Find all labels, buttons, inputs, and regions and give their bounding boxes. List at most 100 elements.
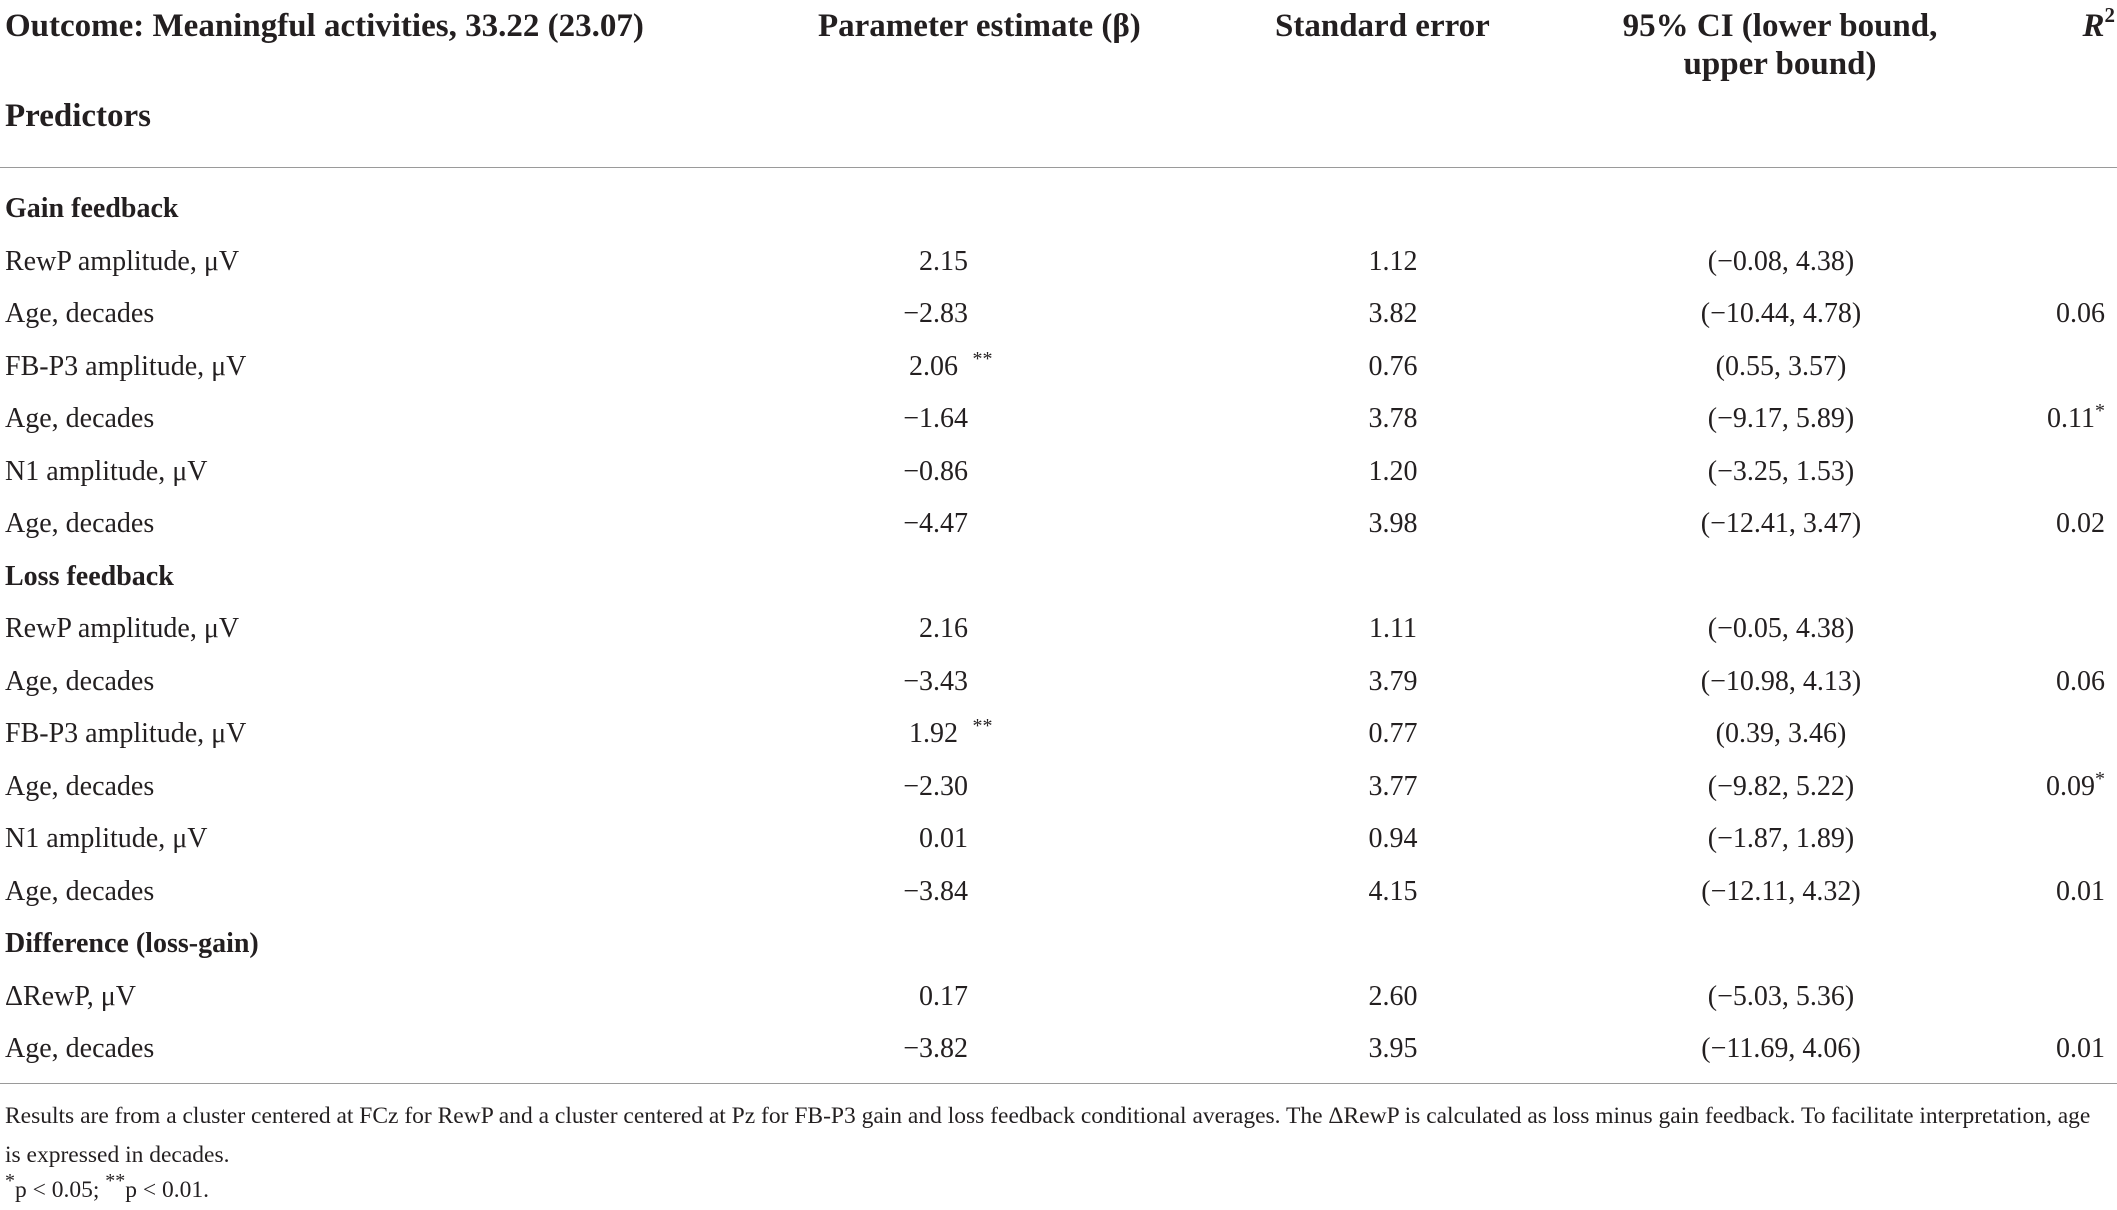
confidence-interval-value: (−10.44, 4.78) — [1700, 298, 1862, 330]
section-label: Loss feedback — [5, 560, 174, 592]
parameter-value: 2.06 — [909, 350, 958, 382]
footer-rule — [0, 1083, 2117, 1084]
confidence-interval-value: (−11.69, 4.06) — [1701, 1033, 1861, 1065]
r-squared-cell: 0.09* — [2046, 767, 2105, 803]
parameter-value: −1.64 — [903, 403, 968, 435]
table-row: N1 amplitude, μV 0.01 0.94 (−1.87, 1.89) — [0, 813, 2117, 866]
table-row: ΔRewP, μV 0.17 2.60 (−5.03, 5.36) — [0, 971, 2117, 1024]
r-squared-significance-mark: * — [2095, 767, 2105, 790]
parameter-value: 0.01 — [919, 823, 968, 855]
standard-error-value: 3.78 — [1368, 403, 1418, 435]
confidence-interval-value: (−9.82, 5.22) — [1707, 770, 1855, 802]
parameter-value: 2.16 — [919, 613, 968, 645]
sig-mark-double: ** — [105, 1170, 126, 1192]
parameter-value: −2.30 — [903, 770, 968, 802]
parameter-value: −0.86 — [903, 455, 968, 487]
predictor-label: Age, decades — [5, 298, 155, 330]
table-row: N1 amplitude, μV −0.86 1.20 (−3.25, 1.53) — [0, 446, 2117, 499]
parameter-value: 1.92 — [909, 718, 958, 750]
section-label: Difference (loss-gain) — [5, 928, 259, 960]
section-header-row: Difference (loss-gain) — [0, 918, 2117, 971]
standard-error-value: 3.82 — [1368, 298, 1418, 330]
section-header-row: Gain feedback — [0, 183, 2117, 236]
header-rule — [0, 167, 2117, 168]
predictor-label: Age, decades — [5, 665, 155, 697]
predictor-label: Age, decades — [5, 508, 155, 540]
header-r-squared: R2 — [2082, 5, 2115, 45]
predictor-label: RewP amplitude, μV — [5, 613, 240, 645]
standard-error-value: 3.95 — [1368, 1033, 1418, 1065]
section-label: Gain feedback — [5, 193, 179, 225]
section-header-row: Loss feedback — [0, 551, 2117, 604]
header-outcome: Outcome: Meaningful activities, 33.22 (2… — [5, 8, 644, 44]
confidence-interval-value: (−0.08, 4.38) — [1707, 245, 1855, 277]
table-row: Age, decades −1.64 3.78 (−9.17, 5.89) 0.11* — [0, 393, 2117, 446]
r-squared-value: 0.11 — [2047, 403, 2095, 435]
r-squared-value: 0.01 — [2056, 1033, 2105, 1065]
confidence-interval-value: (−3.25, 1.53) — [1707, 455, 1855, 487]
predictor-label: Age, decades — [5, 403, 155, 435]
confidence-interval-value: (−12.11, 4.32) — [1701, 875, 1861, 907]
confidence-interval-value: (−12.41, 3.47) — [1700, 508, 1862, 540]
confidence-interval-value: (−0.05, 4.38) — [1707, 613, 1855, 645]
header-confidence-interval: 95% CI (lower bound, upper bound) — [1622, 8, 1938, 82]
standard-error-value: 1.11 — [1369, 613, 1417, 645]
footnote-significance: *p < 0.05; **p < 0.01. — [5, 1171, 2110, 1210]
header-standard-error: Standard error — [1275, 8, 1490, 44]
table-body: Gain feedback RewP amplitude, μV 2.15 1.12 (… — [0, 183, 2117, 1076]
parameter-value: −3.84 — [903, 875, 968, 907]
standard-error-value: 4.15 — [1368, 875, 1418, 907]
parameter-value: 2.15 — [919, 245, 968, 277]
parameter-value: 0.17 — [919, 980, 968, 1012]
predictor-label: FB-P3 amplitude, μV — [5, 718, 247, 750]
r-squared-value: 0.06 — [2056, 298, 2105, 330]
table-row: Age, decades −3.43 3.79 (−10.98, 4.13) 0.06 — [0, 656, 2117, 709]
parameter-value: −4.47 — [903, 508, 968, 540]
sig-mark-single: * — [5, 1170, 15, 1192]
parameter-value: −3.43 — [903, 665, 968, 697]
r-squared-value: 0.06 — [2056, 665, 2105, 697]
table-row: Age, decades −2.30 3.77 (−9.82, 5.22) 0.09* — [0, 761, 2117, 814]
standard-error-value: 0.94 — [1368, 823, 1418, 855]
confidence-interval-value: (0.39, 3.46) — [1715, 718, 1847, 750]
r-squared-value: 0.09 — [2046, 770, 2095, 802]
standard-error-value: 1.12 — [1368, 245, 1418, 277]
header-parameter-estimate: Parameter estimate (β) — [818, 8, 1141, 44]
footnote-text: Results are from a cluster centered at F… — [5, 1103, 2091, 1168]
confidence-interval-value: (−1.87, 1.89) — [1707, 823, 1855, 855]
parameter-value: −3.82 — [903, 1033, 968, 1065]
predictor-label: N1 amplitude, μV — [5, 823, 208, 855]
predictor-label: FB-P3 amplitude, μV — [5, 350, 247, 382]
predictor-label: Age, decades — [5, 875, 155, 907]
standard-error-value: 3.77 — [1368, 770, 1418, 802]
r-squared-cell: 0.11* — [2047, 400, 2105, 435]
standard-error-value: 0.77 — [1368, 718, 1418, 750]
standard-error-value: 2.60 — [1368, 980, 1418, 1012]
r-squared-cell: 0.01 — [2056, 876, 2105, 908]
r-squared-cell: 0.06 — [2056, 666, 2105, 698]
header-predictors: Predictors — [5, 98, 152, 134]
sig-text-single: p < 0.05; — [15, 1177, 106, 1203]
r-squared-value: 0.02 — [2056, 508, 2105, 540]
predictor-label: Age, decades — [5, 1033, 155, 1065]
confidence-interval-value: (−10.98, 4.13) — [1700, 665, 1862, 697]
parameter-value: −2.83 — [903, 298, 968, 330]
r-squared-cell: 0.01 — [2056, 1033, 2105, 1065]
table-row: Age, decades −3.82 3.95 (−11.69, 4.06) 0.01 — [0, 1023, 2117, 1076]
standard-error-value: 3.79 — [1368, 665, 1418, 697]
table-row: RewP amplitude, μV 2.16 1.11 (−0.05, 4.38) — [0, 603, 2117, 656]
table-row: Age, decades −4.47 3.98 (−12.41, 3.47) 0.02 — [0, 498, 2117, 551]
table-row: FB-P3 amplitude, μV 2.06 ** 0.76 (0.55, 3.57… — [5, 347, 1847, 382]
predictor-label: N1 amplitude, μV — [5, 455, 208, 487]
sig-text-double: p < 0.01. — [125, 1177, 210, 1203]
table-row: RewP amplitude, μV 2.15 1.12 (−0.08, 4.38) — [0, 236, 2117, 289]
predictor-label: Age, decades — [5, 770, 155, 802]
table-row: Age, decades −3.84 4.15 (−12.11, 4.32) 0.01 — [0, 866, 2117, 919]
table-row: FB-P3 amplitude, μV 1.92 ** 0.77 (0.39, 3.46… — [5, 715, 1847, 750]
table-row: Age, decades −2.83 3.82 (−10.44, 4.78) 0.06 — [0, 288, 2117, 341]
confidence-interval-value: (0.55, 3.57) — [1715, 350, 1847, 382]
r-squared-significance-mark: * — [2095, 400, 2105, 423]
r-squared-value: 0.01 — [2056, 875, 2105, 907]
standard-error-value: 0.76 — [1368, 350, 1418, 382]
r2-letter: R — [2082, 8, 2105, 44]
